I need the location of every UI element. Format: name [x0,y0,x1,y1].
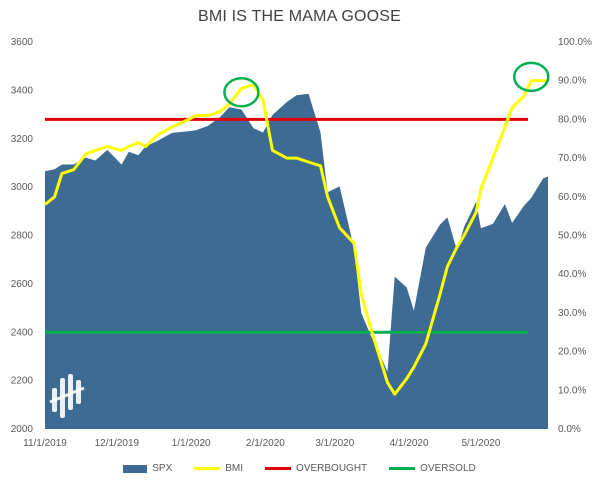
y-right-tick-label: 80.0% [558,114,586,125]
logo-slash [49,386,85,404]
x-tick-label: 5/1/2020 [461,438,500,449]
y-right-tick-label: 70.0% [558,153,586,164]
legend-item-bmi: BMI [194,463,243,474]
y-right-tick-label: 50.0% [558,231,586,242]
chart-title: BMI IS THE MAMA GOOSE [197,8,402,25]
annotation-circle-2 [512,61,550,93]
x-tick-label: 3/1/2020 [315,438,354,449]
spx-area [45,93,548,430]
legend-swatch-bmi [194,467,221,470]
legend-item-overbought: OVERBOUGHT [265,463,367,474]
y-right-tick-label: 90.0% [558,76,586,87]
y-right-tick-label: 60.0% [558,192,586,203]
y-left-tick-label: 3000 [11,182,34,193]
x-tick-label: 1/1/2020 [172,438,211,449]
y-left-tick-label: 3600 [11,37,34,48]
y-right-tick-label: 20.0% [558,347,586,358]
y-left-tick-label: 2800 [11,231,34,242]
legend-item-oversold: OVERSOLD [389,463,476,474]
legend-label-oversold: OVERSOLD [420,463,476,474]
x-tick-label: 4/1/2020 [390,438,429,449]
y-left-tick-label: 2200 [11,376,34,387]
y-right-tick-label: 0.0% [558,424,581,435]
y-left-tick-label: 3400 [11,85,34,96]
legend-label-overbought: OVERBOUGHT [296,463,368,474]
annotation-circle-1 [223,77,260,108]
x-tick-label: 2/1/2020 [246,438,285,449]
chart-legend: SPX BMI OVERBOUGHT OVERSOLD [0,463,599,474]
legend-label-spx: SPX [152,463,173,474]
legend-swatch-spx [123,464,148,473]
y-left-tick-label: 3200 [11,134,34,145]
legend-label-bmi: BMI [225,463,244,474]
y-left-tick-label: 2400 [11,327,34,338]
y-right-tick-label: 100.0% [558,37,592,48]
logo-bar-3 [76,380,81,404]
y-right-tick-label: 10.0% [558,385,586,396]
chart-plot-area: 2000 2200 2400 2600 2800 3000 3200 3400 3600 0.0%… [11,37,592,449]
x-tick-label: 11/1/2019 [23,438,67,449]
y-left-tick-label: 2600 [11,279,34,290]
y-right-tick-label: 30.0% [558,308,586,319]
y-right-tick-label: 40.0% [558,269,586,280]
x-tick-label: 12/1/2019 [95,438,140,449]
legend-item-spx: SPX [123,463,172,474]
bmi-line [44,79,548,396]
y-left-tick-label: 2000 [11,424,34,435]
legend-swatch-oversold [389,467,416,470]
legend-swatch-overbought [265,467,292,470]
